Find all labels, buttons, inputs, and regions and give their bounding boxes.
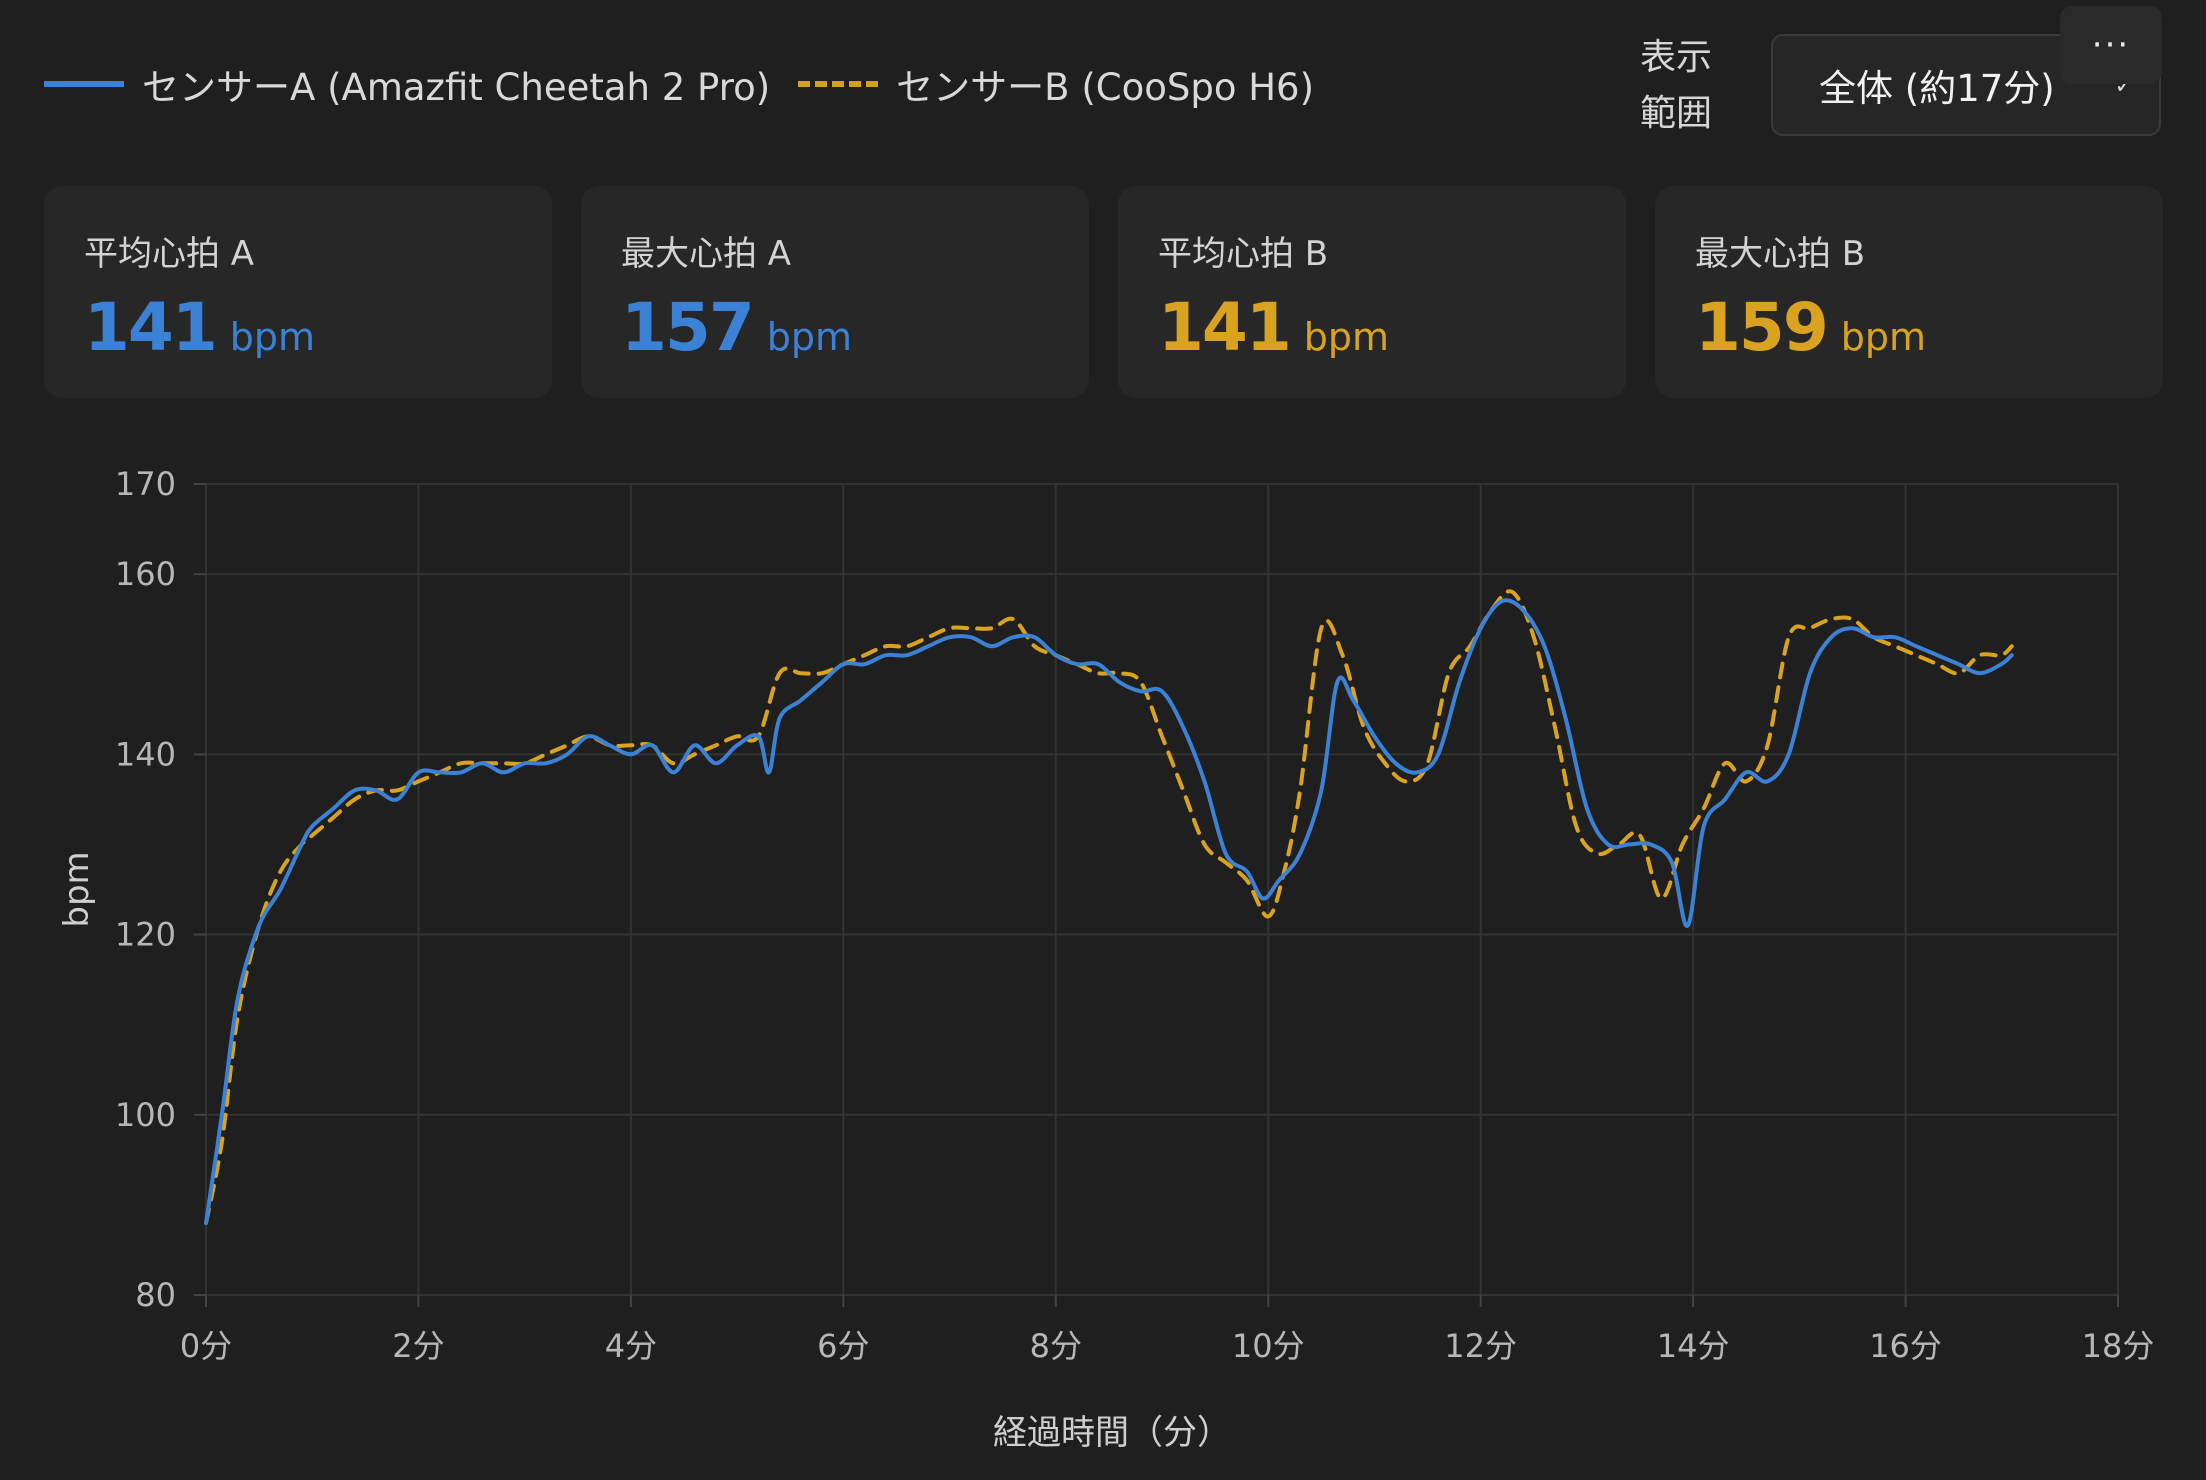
x-axis-ticks: 0分 2分 4分 6分 8分 10分 12分 14分 16分 18分 [180, 1295, 2155, 1365]
legend-label-sensor-a: センサーA (Amazfit Cheetah 2 Pro) [142, 66, 771, 109]
stat-value: 141 [1158, 289, 1292, 366]
stat-card-avg-b: 平均心拍 B 141 bpm [1118, 186, 1626, 398]
y-axis-title: bpm [57, 851, 97, 927]
stat-label: 平均心拍 A [84, 234, 255, 274]
x-tick-label: 2分 [392, 1327, 444, 1365]
range-label-line1: 表示 [1640, 37, 1713, 78]
stat-label: 最大心拍 A [621, 234, 792, 274]
y-tick-label: 100 [115, 1096, 176, 1134]
y-tick-label: 170 [115, 465, 176, 503]
stat-value: 157 [621, 289, 755, 366]
series-line-sensor-a [204, 598, 2014, 1225]
stat-card-max-a: 最大心拍 A 157 bpm [581, 186, 1089, 398]
stat-card-avg-a: 平均心拍 A 141 bpm [44, 186, 552, 398]
y-tick-label: 160 [115, 555, 176, 593]
legend-label-sensor-b: センサーB (CooSpo H6) [896, 66, 1315, 109]
stat-unit: bpm [229, 315, 316, 359]
x-tick-label: 16分 [1869, 1327, 1942, 1365]
y-axis-ticks: 80 100 120 140 160 170 [115, 465, 206, 1314]
stat-card-max-b: 最大心拍 B 159 bpm [1655, 186, 2163, 398]
more-horizontal-icon: ··· [2091, 25, 2131, 65]
x-tick-label: 8分 [1030, 1327, 1082, 1365]
x-tick-label: 6分 [817, 1327, 869, 1365]
y-tick-label: 120 [115, 916, 176, 954]
x-tick-label: 14分 [1657, 1327, 1730, 1365]
legend-swatch-sensor-a [44, 81, 124, 87]
stat-value: 159 [1695, 289, 1829, 366]
range-label: 表示 範囲 [1640, 30, 1720, 142]
x-axis-title: 経過時間（分） [993, 1413, 1231, 1453]
x-tick-label: 18分 [2082, 1327, 2155, 1365]
chart-legend: センサーA (Amazfit Cheetah 2 Pro) センサーB (Coo… [44, 56, 1314, 112]
stat-unit: bpm [1303, 315, 1390, 359]
y-tick-label: 80 [135, 1276, 176, 1314]
legend-swatch-sensor-b [798, 81, 879, 87]
legend-item-sensor-a[interactable]: センサーA (Amazfit Cheetah 2 Pro) [44, 57, 770, 111]
chart-series [204, 589, 2014, 1225]
y-tick-label: 140 [115, 735, 176, 773]
range-label-line2: 範囲 [1640, 93, 1713, 134]
x-tick-label: 10分 [1232, 1327, 1305, 1365]
chart-grid [205, 483, 2119, 1296]
more-options-button[interactable]: ··· [2060, 6, 2162, 84]
series-line-sensor-b [204, 589, 2014, 1225]
x-tick-label: 12分 [1444, 1327, 1517, 1365]
legend-item-sensor-b[interactable]: センサーB (CooSpo H6) [798, 57, 1314, 111]
range-selected-value: 全体 (約17分) [1819, 67, 2055, 110]
x-tick-label: 0分 [180, 1327, 232, 1365]
stat-label: 最大心拍 B [1695, 234, 1866, 274]
stat-unit: bpm [766, 315, 853, 359]
stat-unit: bpm [1840, 315, 1927, 359]
stat-value: 141 [84, 289, 218, 366]
stat-label: 平均心拍 B [1158, 234, 1329, 274]
x-tick-label: 4分 [605, 1327, 657, 1365]
